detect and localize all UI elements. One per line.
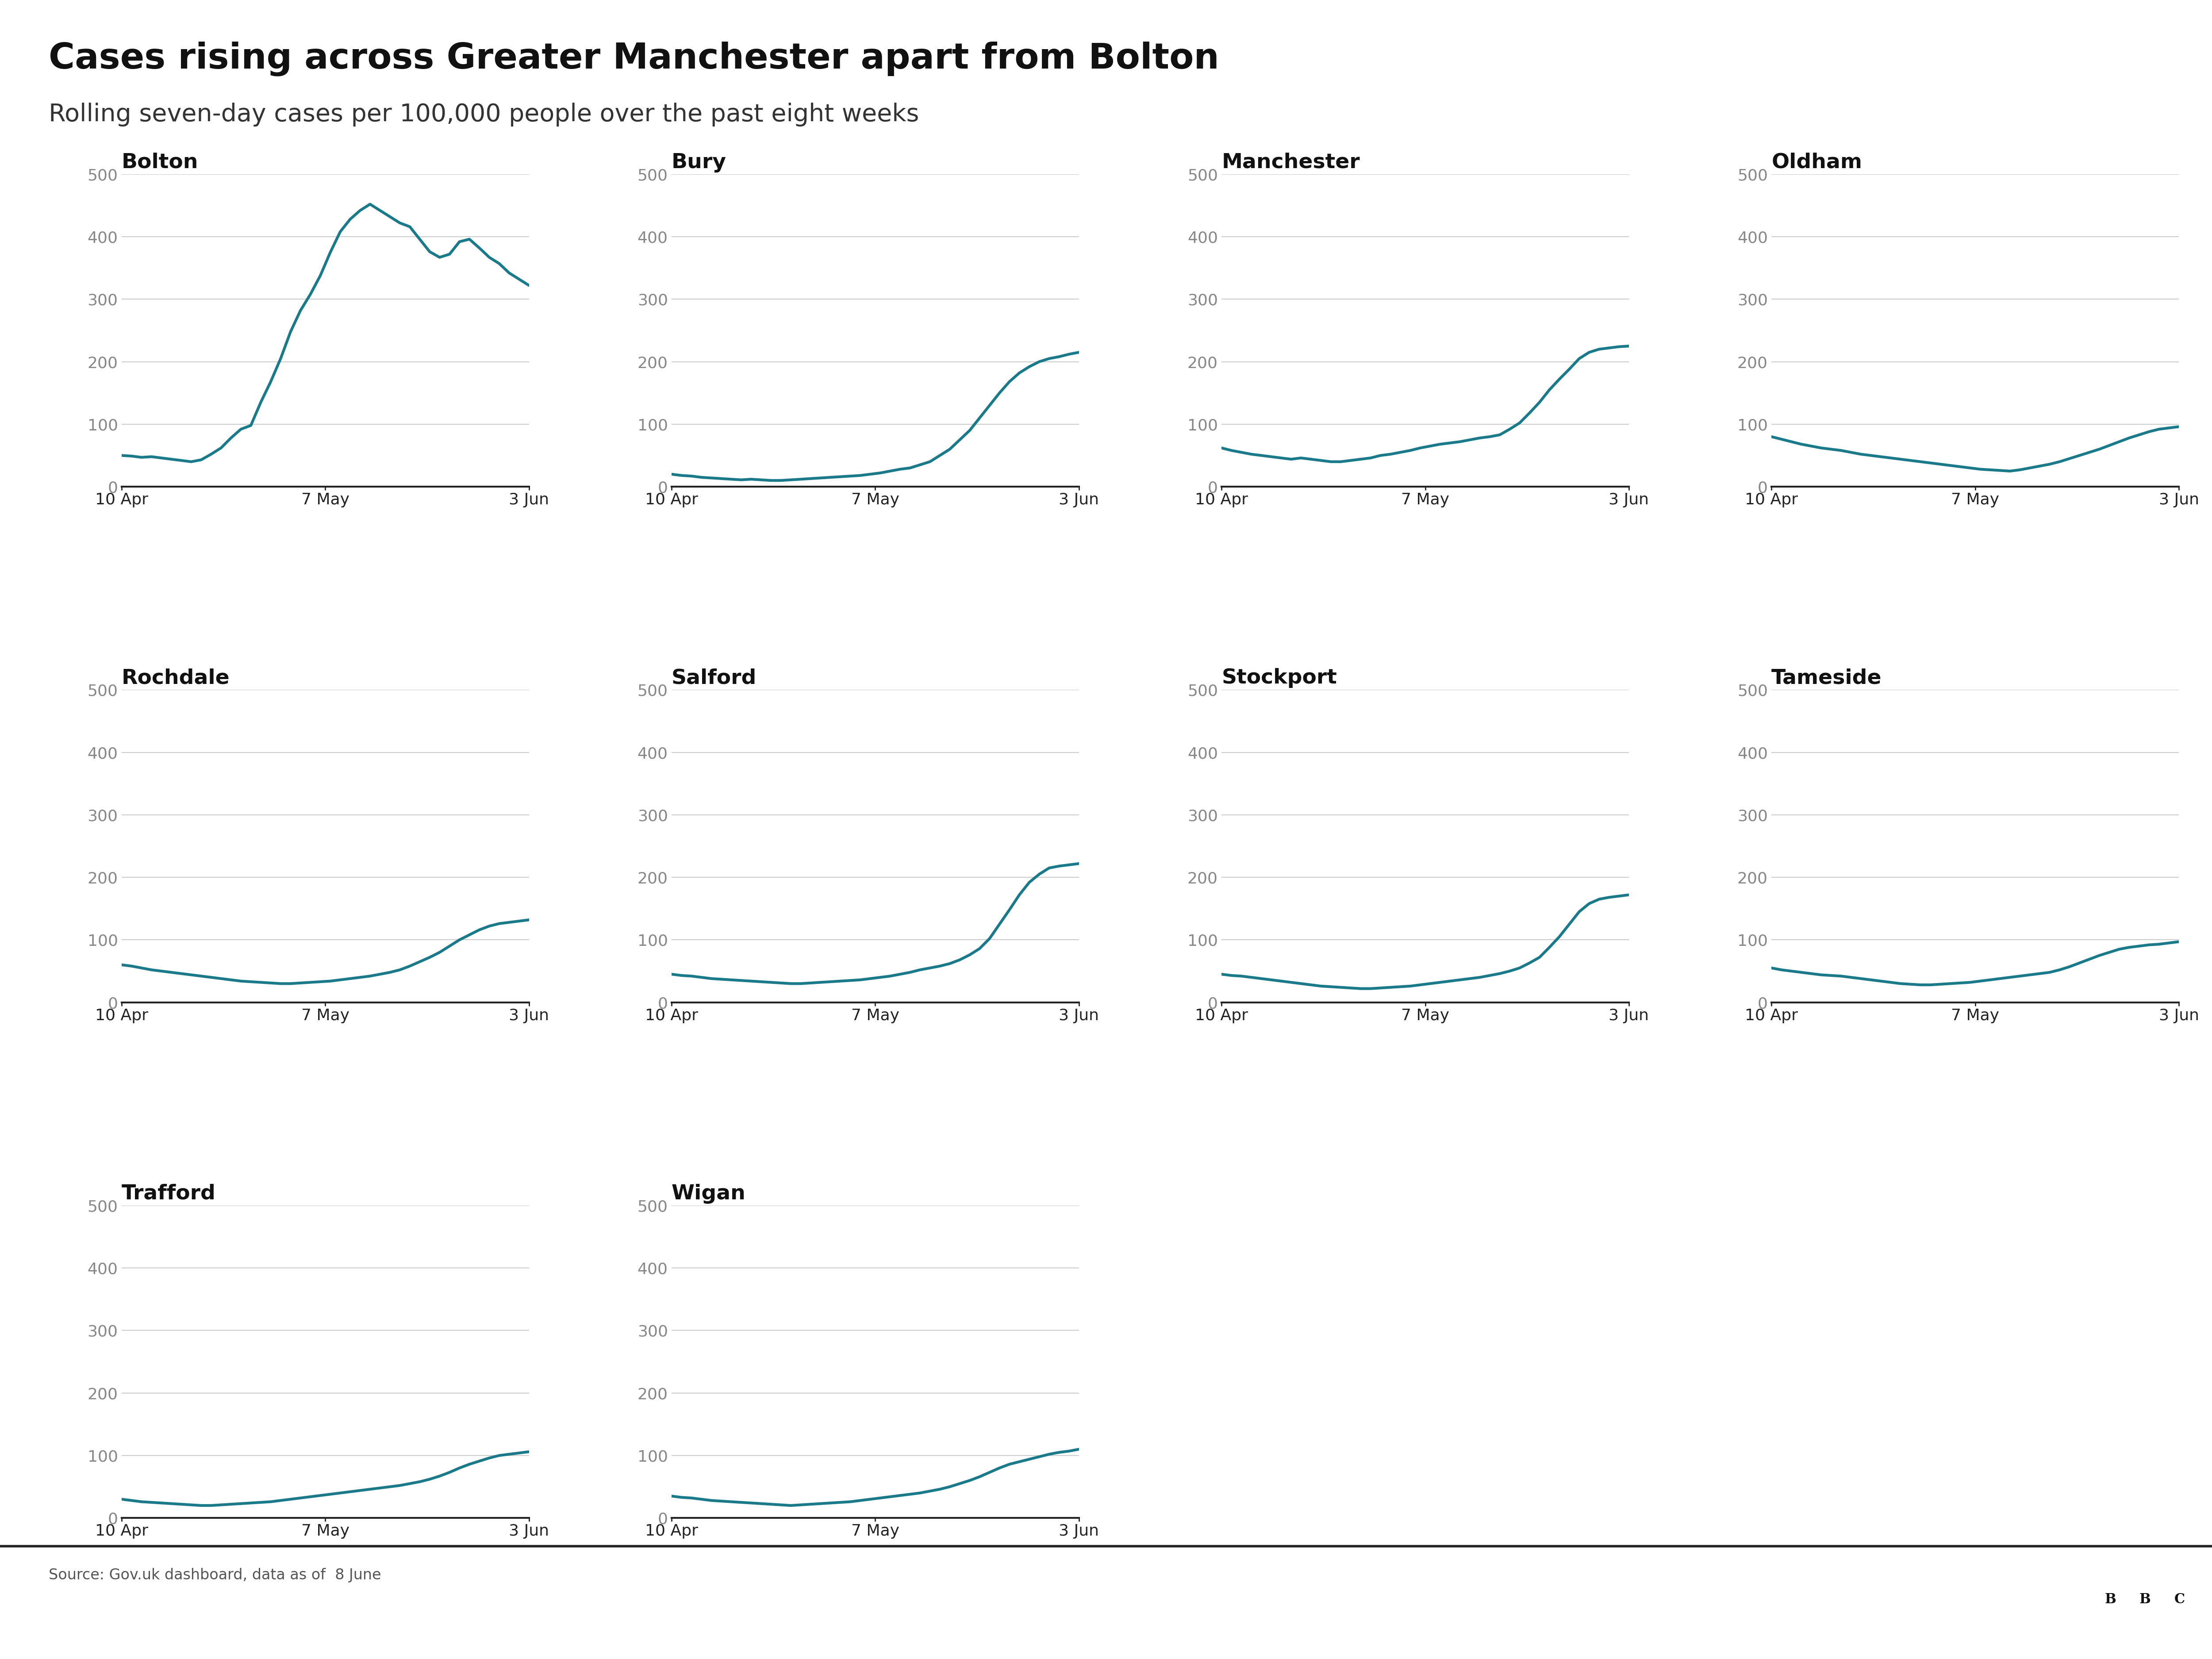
Text: Cases rising across Greater Manchester apart from Bolton: Cases rising across Greater Manchester a… [49,41,1219,76]
Text: Wigan: Wigan [672,1185,745,1204]
FancyBboxPatch shape [2095,1571,2126,1627]
Text: Source: Gov.uk dashboard, data as of  8 June: Source: Gov.uk dashboard, data as of 8 J… [49,1568,380,1583]
Text: C: C [2174,1593,2185,1606]
Text: Salford: Salford [672,669,757,688]
FancyBboxPatch shape [2166,1571,2194,1627]
Text: Bolton: Bolton [122,153,199,173]
Text: B: B [2106,1593,2117,1606]
Text: Rochdale: Rochdale [122,669,230,688]
FancyBboxPatch shape [2130,1571,2159,1627]
Text: Rolling seven-day cases per 100,000 people over the past eight weeks: Rolling seven-day cases per 100,000 peop… [49,103,920,126]
Text: Bury: Bury [672,153,726,173]
Text: B: B [2139,1593,2150,1606]
Text: Stockport: Stockport [1221,669,1336,688]
Text: Oldham: Oldham [1772,153,1863,173]
Text: Manchester: Manchester [1221,153,1360,173]
Text: Tameside: Tameside [1772,669,1882,688]
Text: Trafford: Trafford [122,1185,217,1204]
